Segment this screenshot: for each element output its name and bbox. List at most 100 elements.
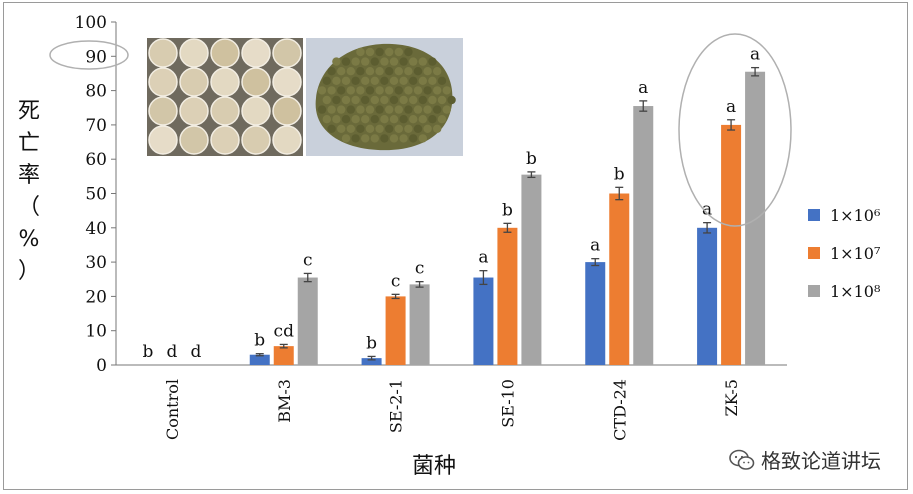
spore — [399, 95, 408, 105]
spore — [404, 47, 413, 57]
y-tick-label: 90 — [85, 47, 107, 67]
petri-dish — [210, 38, 240, 68]
spore — [409, 115, 418, 124]
spore — [385, 67, 394, 76]
spore — [399, 115, 408, 124]
spore — [322, 76, 331, 85]
spore — [370, 57, 379, 66]
significance-label: b — [526, 149, 537, 169]
y-axis-label-char: （ — [17, 195, 40, 220]
spore — [346, 124, 355, 133]
spore — [375, 86, 384, 95]
y-tick-label: 10 — [85, 322, 107, 342]
petri-dish — [241, 96, 271, 126]
spore — [428, 95, 437, 105]
spore — [346, 105, 355, 114]
significance-label: b — [614, 164, 625, 184]
bar — [697, 227, 718, 365]
significance-label: b — [366, 333, 377, 353]
figure-frame — [3, 2, 908, 490]
watermark-text: 格致论道讲坛 — [761, 449, 881, 473]
spore — [337, 86, 346, 95]
petri-dish — [241, 67, 271, 97]
legend-swatch — [808, 209, 820, 221]
spore — [337, 67, 346, 76]
petri-dish — [241, 38, 271, 68]
spore — [447, 95, 456, 105]
y-axis-label-char: % — [18, 227, 40, 252]
significance-label: a — [638, 78, 648, 98]
spore — [418, 134, 427, 143]
spore — [351, 76, 360, 85]
x-tick-label: BM-3 — [275, 379, 294, 423]
legend-item-1e7: 1×10⁷ — [808, 234, 880, 272]
spore — [433, 67, 442, 76]
spore — [428, 115, 437, 124]
spore — [341, 95, 351, 105]
spore — [370, 134, 379, 143]
spore — [423, 67, 432, 76]
spore — [375, 47, 384, 57]
annotations — [49, 33, 792, 227]
y-tick-label: 60 — [85, 150, 107, 170]
spore — [404, 105, 413, 114]
petri-dish — [179, 67, 209, 97]
spore — [394, 47, 403, 57]
spore — [365, 124, 375, 133]
spore — [409, 57, 418, 66]
spore — [385, 124, 394, 133]
y-axis-label-char: ） — [17, 259, 40, 284]
spore — [327, 86, 336, 95]
x-tick-label: SE-10 — [498, 379, 517, 428]
spore — [442, 105, 451, 114]
spore — [341, 134, 351, 143]
spore — [418, 115, 427, 124]
petri-dish — [210, 96, 240, 126]
spore — [380, 76, 389, 85]
bar — [609, 193, 630, 365]
spore — [370, 115, 379, 124]
spore — [389, 134, 399, 143]
spore — [346, 67, 355, 76]
spore — [428, 57, 437, 66]
spore — [380, 57, 389, 66]
petri-dish — [179, 125, 209, 155]
petri-dish — [272, 125, 302, 155]
spore — [327, 67, 336, 76]
spore — [365, 105, 375, 114]
legend-swatch — [808, 285, 820, 297]
spore — [418, 57, 427, 66]
spore — [413, 124, 423, 133]
legend-label: 1×10⁷ — [830, 243, 881, 263]
significance-label: a — [726, 97, 736, 117]
spore — [389, 95, 399, 105]
spore — [346, 86, 355, 95]
spore — [356, 124, 365, 133]
spore — [394, 105, 403, 114]
bar — [273, 346, 294, 365]
significance-label: a — [750, 45, 760, 65]
legend-label: 1×10⁸ — [830, 281, 881, 301]
x-axis-title: 菌种 — [412, 454, 457, 479]
x-tick-label: CTD-24 — [610, 379, 629, 441]
y-tick-label: 100 — [75, 13, 107, 33]
spore — [351, 115, 360, 124]
spore — [423, 124, 432, 133]
spore — [404, 86, 413, 95]
spore — [337, 124, 346, 133]
spore — [399, 134, 408, 143]
spore — [385, 86, 394, 95]
bar — [249, 354, 270, 365]
spore — [365, 86, 375, 95]
spore — [332, 76, 341, 85]
y-axis-label-char: 死 — [17, 99, 40, 124]
spore — [389, 76, 399, 85]
spore — [332, 57, 341, 66]
spore — [341, 115, 351, 124]
y-tick-label: 50 — [85, 185, 107, 205]
petri-dish — [148, 96, 178, 126]
x-axis: Control BM-3 SE-2-1 SE-10 CTD-24 ZK-5 — [116, 364, 787, 441]
bar — [497, 227, 518, 365]
spore — [356, 105, 365, 114]
